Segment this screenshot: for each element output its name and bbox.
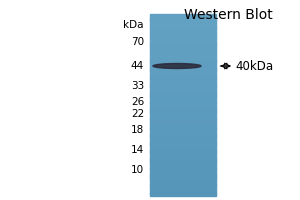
Bar — [150, 189, 216, 191]
Text: 40kDa: 40kDa — [236, 60, 274, 72]
Bar — [150, 14, 216, 16]
Bar — [150, 136, 216, 139]
Bar — [150, 175, 216, 178]
Bar — [150, 173, 216, 176]
Text: 18: 18 — [131, 125, 144, 135]
Bar — [150, 125, 216, 128]
Bar — [150, 105, 216, 107]
Bar — [150, 146, 216, 148]
Bar — [150, 148, 216, 151]
Bar — [150, 61, 216, 64]
Text: 14: 14 — [131, 145, 144, 155]
Bar — [150, 134, 216, 137]
Bar — [150, 45, 216, 48]
Bar — [150, 39, 216, 41]
Bar — [150, 73, 216, 75]
Bar — [150, 77, 216, 80]
Bar — [150, 155, 216, 157]
Bar — [150, 150, 216, 153]
Bar — [150, 30, 216, 32]
Bar — [150, 64, 216, 66]
Bar — [150, 36, 216, 39]
Bar — [150, 159, 216, 162]
Bar — [150, 32, 216, 34]
Bar — [150, 84, 216, 87]
Bar — [150, 98, 216, 100]
Bar — [150, 23, 216, 25]
Bar — [150, 34, 216, 37]
Bar — [150, 27, 216, 30]
Bar — [150, 121, 216, 123]
Bar — [150, 41, 216, 44]
Bar — [150, 127, 216, 130]
Bar — [150, 80, 216, 82]
Bar — [150, 18, 216, 21]
Bar — [150, 109, 216, 112]
Bar — [150, 111, 216, 114]
Bar — [150, 193, 216, 196]
Bar — [150, 118, 216, 121]
Bar — [150, 25, 216, 28]
Bar — [150, 82, 216, 85]
Bar — [150, 107, 216, 110]
Bar — [150, 139, 216, 141]
Bar — [150, 86, 216, 89]
Bar — [150, 70, 216, 73]
Bar — [150, 191, 216, 194]
Bar — [150, 182, 216, 185]
Text: 44: 44 — [131, 61, 144, 71]
Bar — [150, 55, 216, 57]
Text: 26: 26 — [131, 97, 144, 107]
Bar — [150, 91, 216, 94]
Bar — [150, 141, 216, 144]
Bar — [150, 59, 216, 62]
Bar — [150, 164, 216, 166]
Text: 10: 10 — [131, 165, 144, 175]
Bar — [150, 50, 216, 53]
Text: 70: 70 — [131, 37, 144, 47]
Bar — [150, 48, 216, 50]
Text: kDa: kDa — [124, 20, 144, 30]
Bar — [150, 132, 216, 135]
Bar — [150, 157, 216, 160]
Bar — [150, 177, 216, 180]
Bar — [150, 89, 216, 91]
Bar — [150, 75, 216, 78]
Bar — [150, 57, 216, 60]
Bar — [150, 16, 216, 19]
Text: Western Blot: Western Blot — [184, 8, 272, 22]
Bar — [150, 171, 216, 173]
Bar — [150, 114, 216, 116]
Bar — [150, 93, 216, 96]
Bar — [150, 68, 216, 71]
Bar — [150, 123, 216, 125]
Bar — [150, 130, 216, 132]
Bar — [150, 161, 216, 164]
Bar — [150, 43, 216, 46]
Bar — [150, 116, 216, 119]
Bar — [150, 166, 216, 169]
Bar — [150, 186, 216, 189]
Bar — [150, 102, 216, 105]
Bar — [150, 168, 216, 171]
Bar — [150, 66, 216, 69]
Bar — [150, 20, 216, 23]
Bar — [150, 184, 216, 187]
Bar — [150, 143, 216, 146]
Text: 33: 33 — [131, 81, 144, 91]
Bar — [150, 152, 216, 155]
Bar — [150, 95, 216, 98]
Bar — [150, 180, 216, 182]
Text: 22: 22 — [131, 109, 144, 119]
Ellipse shape — [153, 64, 201, 68]
Bar — [150, 52, 216, 55]
Bar — [150, 100, 216, 103]
